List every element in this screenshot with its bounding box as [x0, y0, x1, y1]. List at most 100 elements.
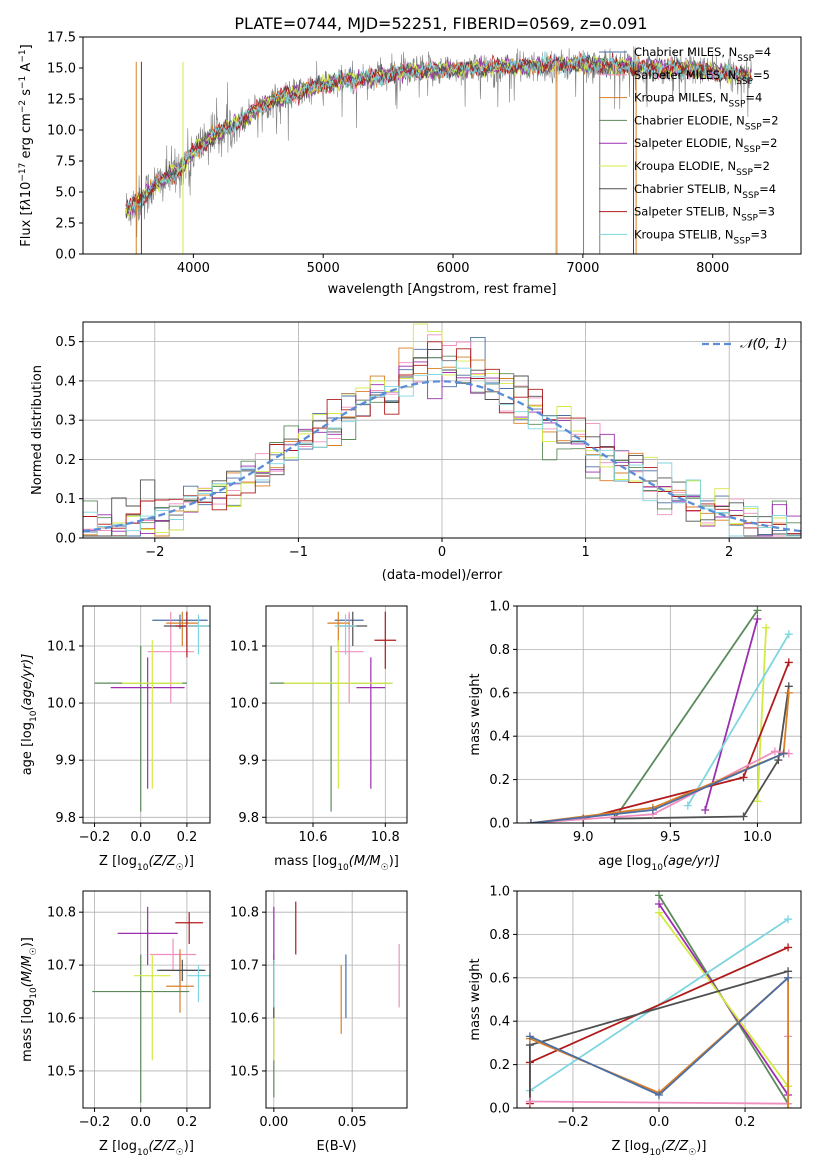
weight-series-salpeter-elodie — [701, 615, 762, 814]
legend-entry: Kroupa STELIB, NSSP=3 — [634, 227, 767, 246]
series-marker — [648, 805, 657, 814]
y-tick-label: 10.8 — [47, 906, 76, 921]
errorbar-salpeter-stelib — [374, 611, 397, 669]
errorbar-kroupa-miles — [166, 611, 199, 646]
y-tick-label: 7.5 — [55, 155, 76, 170]
series-marker — [784, 658, 793, 667]
normal-curve — [83, 380, 801, 533]
x-tick-label: −2 — [145, 545, 164, 560]
x-axis-label: Z [log10(Z/Z☉)] — [99, 854, 194, 873]
weight-series-chabrier-stelib — [610, 682, 793, 823]
spectrum-legend: Chabrier MILES, NSSP=4 Salpeter MILES, NS… — [599, 45, 779, 246]
y-tick-label: 10.6 — [230, 1012, 259, 1027]
series-marker — [774, 756, 783, 765]
figure-title: PLATE=0744, MJD=52251, FIBERID=0569, z=0… — [234, 14, 647, 33]
x-tick-label: 0.2 — [177, 830, 198, 845]
spectrum-chart-ticks: 4000 5000 6000 7000 8000 0.0 2.5 5.0 7.5 10.0 12.5… — [47, 31, 729, 277]
series-marker — [762, 623, 771, 632]
legend-entry: Chabrier STELIB, NSSP=4 — [634, 182, 776, 201]
legend-entry: Chabrier ELODIE, NSSP=2 — [634, 113, 779, 132]
errorbar-kroupa-stelib — [186, 614, 210, 655]
series-line — [658, 912, 789, 1087]
x-tick-label: 9.5 — [660, 830, 681, 845]
y-tick-label: 10.0 — [230, 697, 259, 712]
x-tick-label: −0.2 — [79, 1115, 111, 1130]
residual-histogram-kroupa-stelib — [83, 360, 801, 538]
x-tick-label: 0.00 — [259, 1115, 288, 1130]
x-tick-label: 10.6 — [299, 830, 328, 845]
x-tick-label: 7000 — [566, 261, 599, 276]
y-tick-label: 10.7 — [47, 959, 76, 974]
legend-entry: Salpeter MILES, NSSP=5 — [634, 68, 770, 87]
y-tick-label: 9.8 — [55, 811, 76, 826]
legend-entry: Chabrier MILES, NSSP=4 — [634, 45, 771, 64]
y-tick-label: 9.9 — [238, 754, 259, 769]
y-tick-label: 2.5 — [55, 217, 76, 232]
x-tick-label: 0.2 — [735, 1115, 756, 1130]
series-line — [613, 609, 759, 820]
residuals-chart-plot-area — [83, 323, 801, 538]
legend-entry: Salpeter STELIB, NSSP=3 — [634, 205, 775, 224]
series-marker — [655, 900, 663, 909]
weight-series-kroupa-elodie — [753, 623, 771, 806]
series-marker — [770, 747, 779, 756]
age-vs-metallicity-chart-ticks: −0.2 0.0 0.2 9.8 9.9 10.0 10.1 — [47, 639, 197, 845]
errorbar-kroupa-elodie — [284, 640, 393, 789]
y-tick-label: 17.5 — [47, 31, 76, 46]
x-tick-label: 9.0 — [573, 830, 594, 845]
x-axis-label: (data-model)/error — [382, 568, 503, 583]
mass-weight-vs-age-chart-plot-area — [526, 606, 793, 823]
x-tick-label: 6000 — [436, 261, 469, 276]
x-tick-label: 1 — [581, 545, 589, 560]
series-marker — [655, 1090, 663, 1099]
x-tick-label: 0.05 — [338, 1115, 367, 1130]
series-marker — [526, 819, 535, 823]
series-marker — [655, 908, 663, 917]
age-vs-mass-chart-frame — [265, 605, 408, 824]
errorbar-kroupa-miles — [166, 949, 194, 1013]
y-tick-label: 0.4 — [489, 730, 510, 745]
age-vs-mass-chart-ticks: 10.6 10.8 9.8 9.9 10.0 10.1 — [230, 639, 400, 845]
mass-vs-extinction-chart-plot-area — [273, 901, 400, 1098]
series-line — [756, 627, 768, 802]
mass-weight-vs-metallicity-chart-ticks: −0.2 0.0 0.2 0.0 0.2 0.4 0.6 0.8 1.0 — [489, 885, 755, 1131]
series-marker — [784, 1104, 793, 1108]
x-tick-label: 4000 — [177, 261, 210, 276]
y-tick-label: 9.8 — [238, 811, 259, 826]
y-tick-label: 0.2 — [55, 453, 76, 468]
x-tick-label: −0.2 — [79, 830, 111, 845]
axes-frame — [82, 605, 211, 824]
y-tick-label: 0.5 — [55, 335, 76, 350]
x-tick-label: 8000 — [696, 261, 729, 276]
mass-weight-vs-age-chart-ticks: 9.0 9.5 10.0 0.0 0.2 0.4 0.6 0.8 1.0 — [489, 600, 772, 846]
series-marker — [779, 749, 788, 758]
y-axis-label: Flux [fλ10−17 erg cm−2 s−1 A−1] — [18, 44, 34, 246]
series-marker — [525, 1097, 534, 1106]
x-tick-label: 2 — [725, 545, 733, 560]
mass-vs-metallicity-chart-ticks: −0.2 0.0 0.2 10.5 10.6 10.7 10.8 — [47, 906, 197, 1130]
y-tick-label: 0.1 — [55, 492, 76, 507]
x-axis-label: age [log10(age/yr)] — [598, 854, 720, 873]
x-tick-label: 10.0 — [743, 830, 772, 845]
x-tick-label: 0.2 — [177, 1115, 198, 1130]
x-axis-label: wavelength [Angstrom, rest frame] — [328, 282, 557, 297]
y-tick-label: 10.0 — [47, 697, 76, 712]
weight-series-chabrier-miles — [525, 973, 793, 1099]
x-tick-label: 0.0 — [130, 1115, 151, 1130]
series-marker — [753, 606, 762, 615]
series-marker — [683, 801, 692, 810]
mass-weight-vs-age-chart-frame — [516, 605, 802, 824]
mass-vs-metallicity-chart-plot-area — [92, 906, 210, 1103]
spectrum-chart-plot-area — [125, 46, 752, 254]
y-tick-label: 0.4 — [55, 374, 76, 389]
series-line — [614, 686, 790, 820]
y-tick-label: 0.0 — [55, 532, 76, 547]
y-tick-label: 10.7 — [230, 959, 259, 974]
series-line — [530, 692, 790, 823]
mass-vs-extinction-chart-ticks: 0.00 0.05 10.5 10.6 10.7 10.8 — [230, 906, 367, 1130]
x-tick-label: 0.0 — [130, 830, 151, 845]
y-tick-label: 10.1 — [230, 639, 259, 654]
y-tick-label: 0.8 — [489, 643, 510, 658]
errorbar-salpeter-elodie — [117, 906, 178, 966]
axes-frame — [265, 605, 408, 824]
